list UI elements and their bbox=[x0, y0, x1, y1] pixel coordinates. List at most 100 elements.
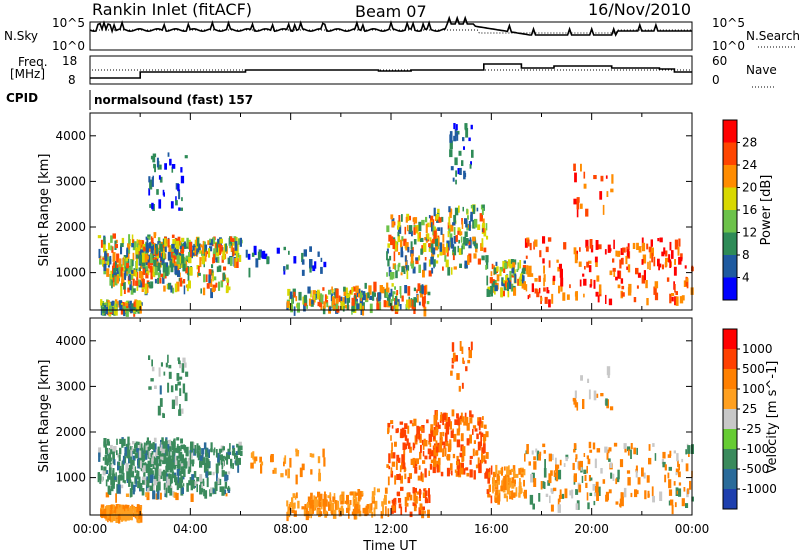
scatter-cell bbox=[447, 222, 451, 230]
scatter-cell bbox=[238, 457, 241, 465]
scatter-cell bbox=[303, 249, 307, 257]
scatter-cell bbox=[136, 471, 140, 480]
scatter-cell bbox=[404, 506, 407, 513]
scatter-cell bbox=[371, 291, 375, 301]
scatter-cell bbox=[120, 283, 122, 287]
scatter-cell bbox=[108, 505, 112, 515]
scatter-cell bbox=[231, 238, 235, 242]
scatter-cell bbox=[112, 307, 114, 315]
scatter-cell bbox=[414, 466, 418, 474]
colorbar-swatch bbox=[723, 142, 737, 166]
scatter-cell bbox=[539, 250, 542, 258]
scatter-cell bbox=[151, 202, 154, 210]
x-tick-label: 00:00 bbox=[73, 522, 108, 536]
scatter-cell bbox=[174, 265, 178, 275]
scatter-cell bbox=[175, 447, 178, 453]
scatter-cell bbox=[373, 507, 376, 517]
freq-unit: [MHz] bbox=[10, 67, 45, 81]
scatter-cell bbox=[139, 483, 143, 491]
scatter-cell bbox=[469, 237, 472, 244]
scatter-cell bbox=[543, 468, 547, 478]
scatter-cell bbox=[476, 207, 479, 212]
scatter-cell bbox=[168, 473, 171, 479]
scatter-cell bbox=[130, 449, 133, 457]
scatter-cell bbox=[120, 269, 123, 277]
scatter-cell bbox=[167, 485, 171, 494]
scatter-cell bbox=[139, 254, 142, 265]
scatter-cell bbox=[200, 244, 203, 248]
scatter-cell bbox=[150, 155, 155, 160]
scatter-cell bbox=[531, 283, 534, 293]
scatter-cell bbox=[414, 495, 418, 504]
scatter-cell bbox=[177, 270, 180, 277]
scatter-cell bbox=[560, 282, 563, 292]
scatter-cell bbox=[149, 204, 152, 208]
scatter-cell bbox=[115, 306, 118, 316]
scatter-cell bbox=[586, 465, 588, 474]
scatter-cell bbox=[133, 288, 136, 293]
scatter-cell bbox=[157, 475, 161, 483]
scatter-cell bbox=[127, 287, 130, 293]
scatter-cell bbox=[403, 269, 406, 274]
scatter-cell bbox=[413, 443, 416, 449]
scatter-cell bbox=[373, 487, 376, 496]
scatter-cell bbox=[551, 454, 554, 461]
scatter-cell bbox=[323, 505, 326, 514]
scatter-cell bbox=[175, 472, 179, 480]
scatter-cell bbox=[468, 241, 471, 246]
scatter-cell bbox=[559, 268, 563, 278]
scatter-cell bbox=[146, 476, 149, 481]
scatter-cell bbox=[411, 260, 415, 269]
scatter-cell bbox=[170, 473, 172, 479]
scatter-cell bbox=[349, 500, 352, 505]
velocity-ylabel: Slant Range [km] bbox=[37, 360, 52, 473]
scatter-cell bbox=[142, 240, 145, 248]
scatter-cell bbox=[126, 249, 128, 258]
scatter-cell bbox=[148, 450, 151, 458]
scatter-cell bbox=[151, 255, 155, 259]
scatter-cell bbox=[167, 354, 169, 363]
scatter-cell bbox=[575, 291, 578, 301]
scatter-cell bbox=[147, 473, 150, 484]
scatter-cell bbox=[264, 253, 268, 260]
scatter-cell bbox=[588, 475, 591, 482]
scatter-cell bbox=[488, 484, 491, 492]
scatter-cell bbox=[285, 469, 287, 476]
scatter-cell bbox=[229, 443, 231, 450]
scatter-cell bbox=[359, 292, 363, 298]
scatter-cell bbox=[219, 486, 223, 491]
scatter-cell bbox=[390, 299, 393, 306]
scatter-cell bbox=[445, 412, 448, 422]
scatter-cell bbox=[125, 493, 130, 497]
scatter-cell bbox=[170, 285, 173, 293]
scatter-cell bbox=[528, 265, 532, 274]
scatter-cell bbox=[390, 288, 393, 297]
scatter-cell bbox=[443, 412, 447, 421]
scatter-cell bbox=[527, 239, 530, 247]
scatter-cell bbox=[589, 284, 592, 288]
scatter-cell bbox=[324, 510, 328, 518]
scatter-cell bbox=[418, 507, 422, 515]
scatter-cell bbox=[525, 284, 528, 292]
scatter-cell bbox=[554, 472, 557, 481]
scatter-cell bbox=[219, 449, 221, 454]
scatter-cell bbox=[168, 371, 172, 379]
scatter-cell bbox=[390, 467, 393, 474]
scatter-cell bbox=[170, 262, 174, 273]
scatter-cell bbox=[615, 250, 618, 257]
scatter-cell bbox=[173, 250, 176, 259]
scatter-cell bbox=[450, 370, 453, 376]
scatter-cell bbox=[203, 274, 206, 283]
scatter-cell bbox=[627, 477, 631, 486]
scatter-cell bbox=[686, 278, 689, 282]
colorbar-swatch bbox=[723, 389, 737, 410]
scatter-cell bbox=[633, 447, 637, 455]
scatter-cell bbox=[140, 460, 142, 469]
scatter-cell bbox=[205, 452, 209, 457]
scatter-cell bbox=[387, 243, 391, 248]
scatter-cell bbox=[486, 288, 489, 297]
scatter-cell bbox=[483, 424, 487, 429]
scatter-cell bbox=[492, 483, 494, 494]
scatter-cell bbox=[293, 306, 296, 316]
scatter-cell bbox=[401, 427, 405, 438]
